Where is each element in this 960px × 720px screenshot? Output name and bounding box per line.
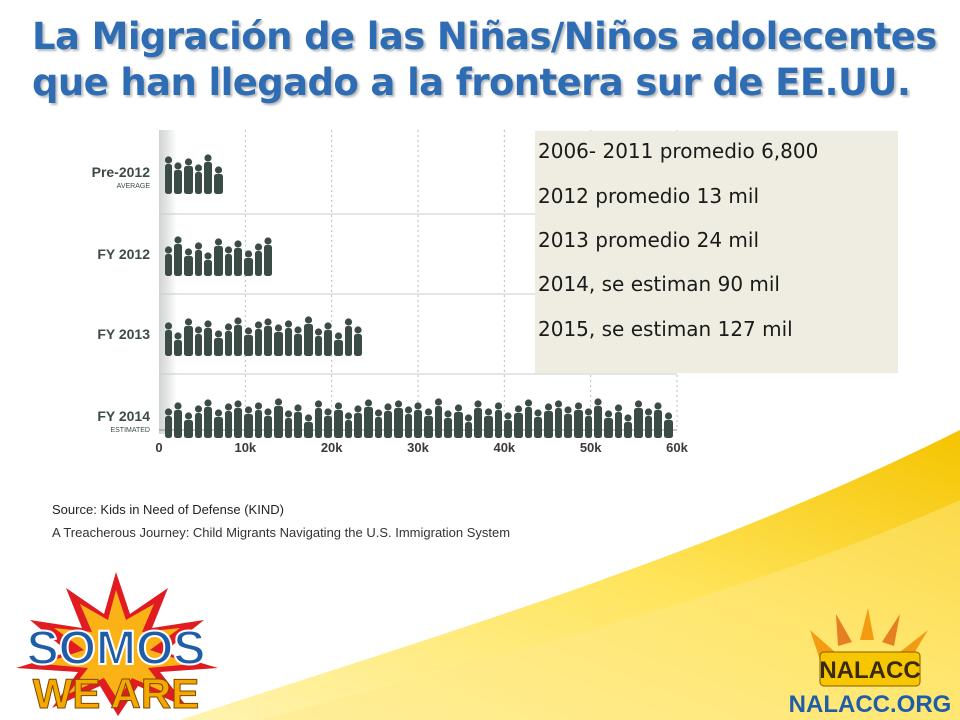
stat-line: 2015, se estiman 127 mil [538, 317, 793, 341]
x-tick-label: 60k [666, 440, 688, 455]
row-label: FY 2012 [97, 246, 150, 262]
x-tick-label: 40k [493, 440, 515, 455]
row-label: FY 2013 [97, 326, 150, 342]
x-tick-label: 10k [234, 440, 256, 455]
x-tick-label: 50k [580, 440, 602, 455]
chart-svg: Pre-2012 AVERAGE FY 2012 FY 2013 FY 2014 ESTI… [92, 130, 689, 455]
title-line-2: que han llegado a la frontera sur de EE.… [32, 61, 911, 104]
stat-line: 2006- 2011 promedio 6,800 [538, 139, 819, 163]
x-tick-label: 0 [155, 440, 162, 455]
stat-line: 2013 promedio 24 mil [538, 228, 760, 252]
chart-left-shade [159, 130, 177, 434]
nalacc-badge-text: NALACC [819, 657, 920, 684]
nalacc-logo: NALACC NALACC.ORG [790, 608, 951, 718]
stat-line: 2014, se estiman 90 mil [538, 272, 780, 296]
stats-box: 2006- 2011 promedio 6,800 2012 promedio … [535, 131, 898, 373]
pictograph-bar [164, 154, 223, 194]
row-label: FY 2014 [97, 408, 150, 424]
pictograph-bar [164, 236, 272, 276]
we-are-logo-text: WE ARE [33, 670, 199, 717]
somos-logo-text: SOMOS [27, 622, 206, 675]
source-citation: Source: Kids in Need of Defense (KIND) [52, 502, 284, 517]
title-line-1: La Migración de las Niñas/Niños adolecen… [32, 15, 937, 58]
row-sublabel: AVERAGE [117, 183, 151, 190]
pictograph-bar [164, 316, 362, 356]
pictograph-bar [164, 398, 673, 438]
x-tick-label: 30k [407, 440, 429, 455]
pictograph-chart: Pre-2012 AVERAGE FY 2012 FY 2013 FY 2014 ESTI… [60, 124, 700, 469]
somos-logo: SOMOS WE ARE [16, 572, 218, 718]
row-label: Pre-2012 [92, 164, 151, 180]
slide-title: La Migración de las Niñas/Niños adolecen… [32, 14, 942, 106]
x-tick-label: 20k [321, 440, 343, 455]
row-sublabel: ESTIMATED [110, 427, 150, 434]
source-report-title: A Treacherous Journey: Child Migrants Na… [52, 525, 511, 540]
nalacc-url-text: NALACC.ORG [790, 691, 951, 718]
stat-line: 2012 promedio 13 mil [538, 184, 760, 208]
